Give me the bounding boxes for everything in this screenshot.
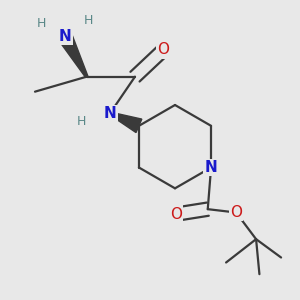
Text: N: N [205,160,218,175]
Text: O: O [170,207,182,222]
Text: H: H [84,14,93,26]
Text: N: N [58,29,71,44]
Text: H: H [37,17,46,30]
Text: N: N [103,106,116,121]
Polygon shape [58,33,88,77]
Text: H: H [77,115,86,128]
Text: O: O [230,205,242,220]
Polygon shape [110,112,142,133]
Text: O: O [157,43,169,58]
